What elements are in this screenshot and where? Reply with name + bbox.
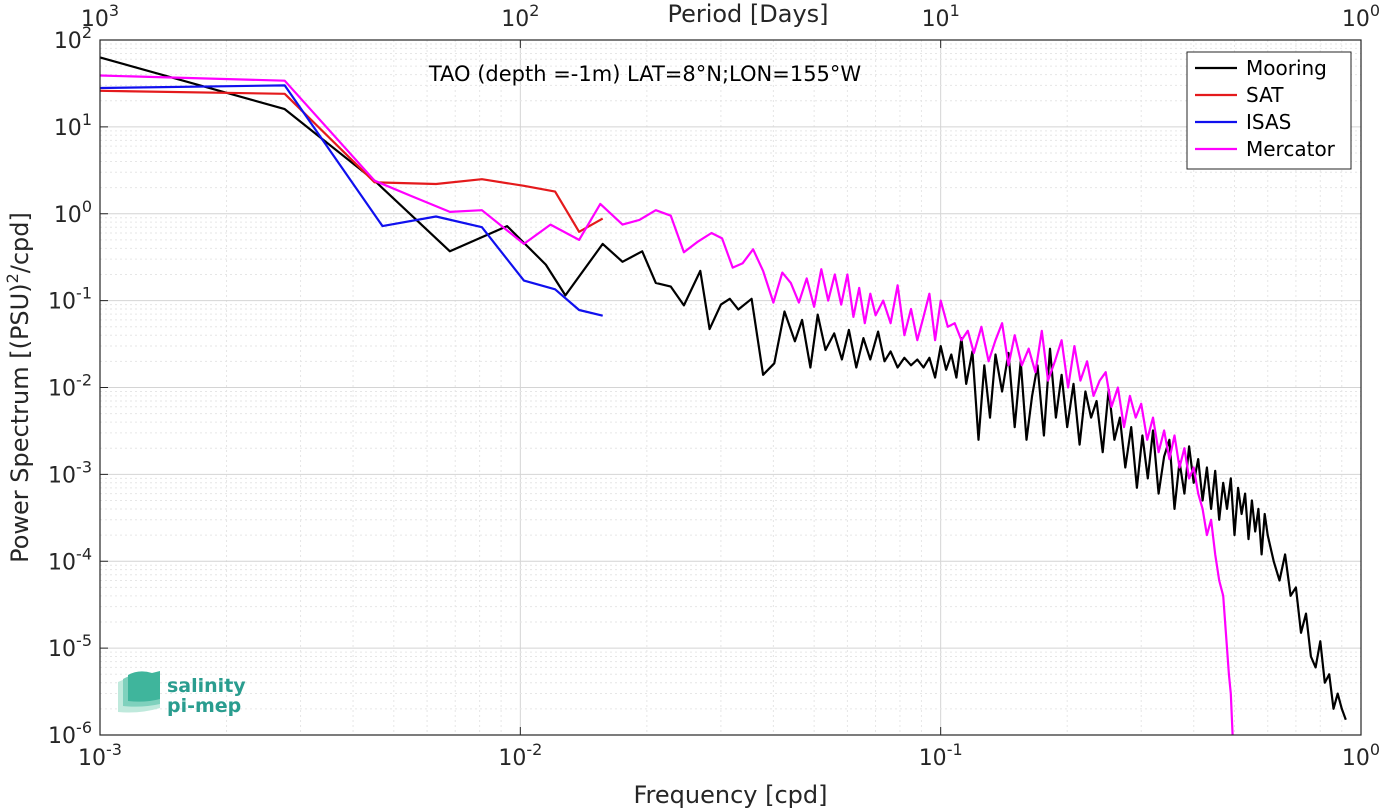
y-tick-label: 10-5 <box>48 631 92 662</box>
x-tick-label: 10-2 <box>498 740 542 771</box>
top-x-tick-label: 103 <box>81 1 119 32</box>
series-line-mooring <box>99 56 1347 721</box>
salinity-pi-mep-logo: salinity pi-mep <box>118 671 246 717</box>
chart-title: TAO (depth =-1m) LAT=8°N;LON=155°W <box>428 62 862 86</box>
x-tick-label: 10-1 <box>919 740 963 771</box>
series-line-isas <box>99 84 603 317</box>
x-tick-label: 100 <box>1342 740 1380 771</box>
legend: Mooring SAT ISAS Mercator <box>1186 51 1352 170</box>
x-axis-title: Frequency [cpd] <box>633 781 827 809</box>
legend-label-sat: SAT <box>1246 83 1284 107</box>
y-axis-title: Power Spectrum [(PSU)2/cpd] <box>3 212 34 563</box>
y-tick-label: 10-1 <box>48 284 92 315</box>
y-tick-label: 10-4 <box>48 544 92 575</box>
y-tick-label: 10-3 <box>48 457 92 488</box>
legend-label-mooring: Mooring <box>1246 56 1327 80</box>
logo-wave-icon <box>118 671 160 713</box>
y-tick-label: 101 <box>54 110 92 141</box>
top-x-axis-title: Period [Days] <box>667 0 828 28</box>
y-tick-label: 100 <box>54 197 92 228</box>
top-x-tick-label: 100 <box>1342 1 1380 32</box>
legend-label-mercator: Mercator <box>1246 137 1336 161</box>
logo-text-salinity: salinity <box>167 675 246 697</box>
series-line-mercator <box>99 74 1234 736</box>
top-x-tick-label: 102 <box>501 1 539 32</box>
top-x-tick-label: 101 <box>922 1 960 32</box>
x-tick-label: 10-3 <box>78 740 122 771</box>
y-tick-label: 10-2 <box>48 371 92 402</box>
series-layer <box>99 56 1347 736</box>
legend-label-isas: ISAS <box>1246 110 1291 134</box>
y-tick-label: 10-6 <box>48 718 92 749</box>
logo-text-pi-mep: pi-mep <box>167 695 241 717</box>
series-line-sat <box>99 89 604 233</box>
y-tick-label: 102 <box>54 23 92 54</box>
